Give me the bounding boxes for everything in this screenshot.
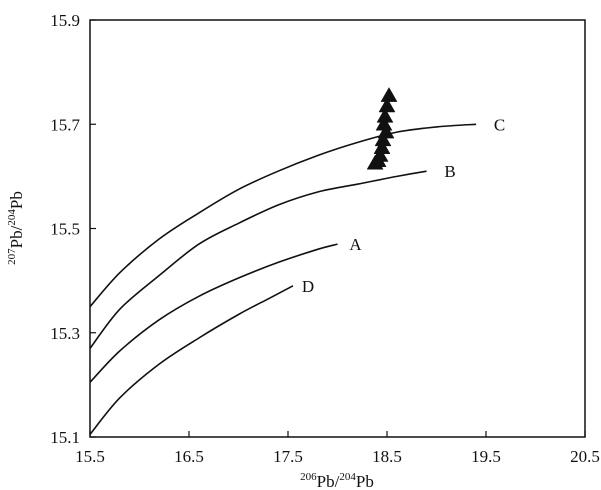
curve-label-a: A <box>349 235 362 254</box>
y-axis-title: 207Pb/204Pb <box>6 191 26 265</box>
x-tick-labels: 15.5 16.5 17.5 18.5 19.5 20.5 <box>75 447 600 466</box>
x-tick-label: 19.5 <box>471 447 501 466</box>
curve-label-d: D <box>302 277 314 296</box>
triangle-point <box>366 154 384 170</box>
curve-label-b: B <box>444 162 455 181</box>
y-tick-label: 15.7 <box>50 115 80 134</box>
y-tick-label: 15.3 <box>50 324 80 343</box>
curve-d <box>89 285 294 435</box>
curve-a <box>89 243 338 383</box>
triangle-point <box>380 87 398 102</box>
curve-c <box>89 123 477 308</box>
y-tick-labels: 15.1 15.3 15.5 15.7 15.9 <box>50 11 80 447</box>
y-tick-label: 15.1 <box>50 428 80 447</box>
triangle-markers <box>366 87 398 170</box>
curve-labels: C B A D <box>302 115 505 296</box>
curves <box>89 123 477 435</box>
curve-b <box>89 170 427 349</box>
x-tick-label: 18.5 <box>372 447 402 466</box>
axis-ticks <box>89 19 586 438</box>
x-tick-label: 17.5 <box>273 447 303 466</box>
x-axis-title: 206Pb/204Pb <box>300 471 374 490</box>
y-tick-label: 15.5 <box>50 220 80 239</box>
y-tick-label: 15.9 <box>50 11 80 30</box>
curve-label-c: C <box>494 115 505 134</box>
x-tick-label: 15.5 <box>75 447 105 466</box>
x-tick-label: 16.5 <box>174 447 204 466</box>
x-tick-label: 20.5 <box>570 447 600 466</box>
plot-frame <box>89 19 586 438</box>
